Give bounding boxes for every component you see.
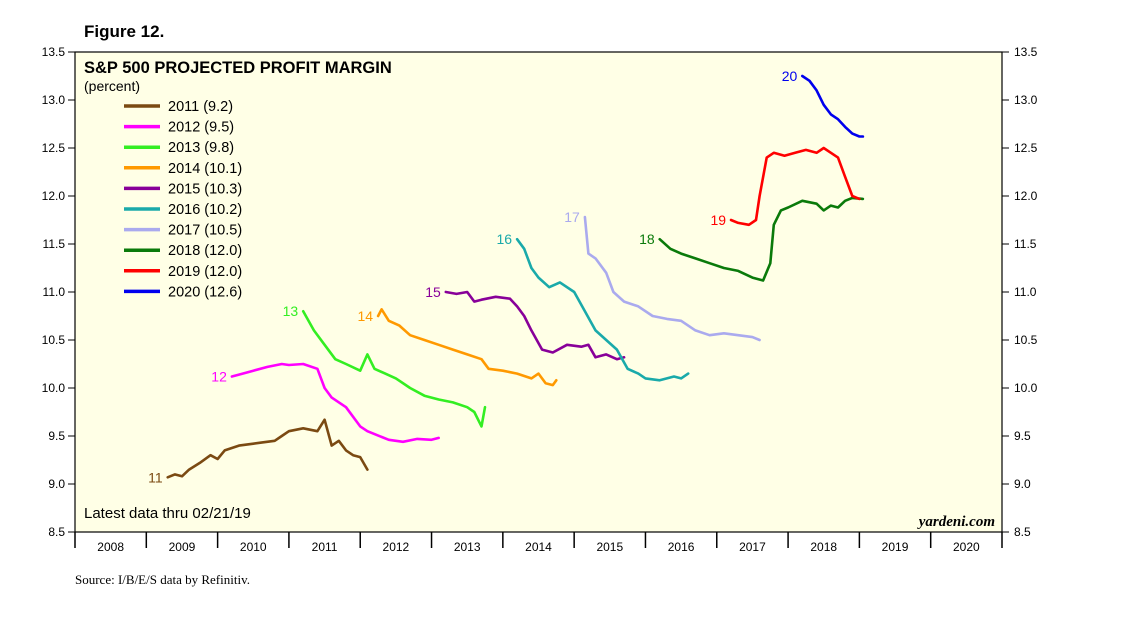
series-tag-13: 13	[283, 303, 299, 319]
chart-subtitle: (percent)	[84, 78, 140, 94]
legend-label: 2015 (10.3)	[168, 181, 242, 197]
y-tick-label-right: 13.5	[1014, 45, 1038, 59]
x-tick-label: 2016	[668, 540, 695, 554]
y-tick-label-right: 10.0	[1014, 381, 1038, 395]
series-tag-18: 18	[639, 231, 655, 247]
y-tick-label-left: 11.0	[43, 285, 66, 299]
series-tag-15: 15	[425, 284, 441, 300]
legend-label: 2012 (9.5)	[168, 120, 234, 136]
x-tick-label: 2011	[312, 540, 338, 554]
legend-label: 2018 (12.0)	[168, 243, 242, 259]
series-tag-19: 19	[710, 212, 726, 228]
legend-label: 2017 (10.5)	[168, 223, 242, 239]
legend-label: 2013 (9.8)	[168, 140, 234, 156]
x-tick-label: 2012	[383, 540, 410, 554]
y-tick-label-right: 9.5	[1014, 429, 1031, 443]
y-tick-label-left: 9.5	[48, 429, 65, 443]
y-tick-label-right: 13.0	[1014, 93, 1038, 107]
y-tick-label-right: 12.0	[1014, 189, 1038, 203]
latest-data-note: Latest data thru 02/21/19	[84, 505, 251, 522]
y-tick-label-left: 12.5	[42, 141, 66, 155]
series-line-14	[376, 308, 558, 387]
series-tag-20: 20	[782, 68, 798, 84]
x-tick-label: 2019	[882, 540, 909, 554]
y-tick-label-right: 8.5	[1014, 525, 1031, 539]
x-tick-label: 2017	[739, 540, 766, 554]
series-line-15	[444, 290, 626, 361]
series-tag-11: 11	[148, 469, 163, 485]
series-line-13	[301, 309, 487, 428]
x-tick-label: 2010	[240, 540, 267, 554]
y-tick-label-left: 10.0	[42, 381, 66, 395]
axes: 13.5 13.5 13.0 13.0 12.5 12.5 12.0 12.0 11.5 11.5…	[42, 45, 1038, 554]
series-line-12	[230, 362, 440, 444]
y-tick-label-left: 12.0	[42, 189, 66, 203]
series-tag-12: 12	[211, 368, 227, 384]
watermark: yardeni.com	[917, 514, 995, 530]
y-tick-label-right: 10.5	[1014, 333, 1038, 347]
y-tick-label-right: 12.5	[1014, 141, 1038, 155]
y-tick-label-right: 11.5	[1014, 237, 1037, 251]
figure-label: Figure 12.	[84, 22, 165, 41]
legend-label: 2020 (12.6)	[168, 284, 242, 300]
legend-label: 2019 (12.0)	[168, 264, 242, 280]
chart-title: S&P 500 PROJECTED PROFIT MARGIN	[84, 59, 392, 77]
x-tick-label: 2013	[454, 540, 481, 554]
y-tick-label-left: 13.0	[42, 93, 66, 107]
y-tick-label-left: 11.5	[43, 237, 66, 251]
series-lines: 11 12 13 14 15 16 17 18 19 20	[148, 68, 865, 485]
source-note: Source: I/B/E/S data by Refinitiv.	[75, 572, 250, 587]
series-line-18	[658, 196, 865, 282]
series-tag-17: 17	[564, 209, 580, 225]
series-tag-14: 14	[357, 308, 373, 324]
series-line-20	[801, 74, 865, 138]
series-line-17	[583, 215, 761, 342]
x-tick-label: 2009	[169, 540, 196, 554]
y-tick-label-left: 13.5	[42, 45, 66, 59]
y-tick-label-left: 10.5	[42, 333, 66, 347]
legend: 2011 (9.2) 2012 (9.5) 2013 (9.8) 2014 (10.1…	[124, 99, 242, 300]
series-line-16	[515, 237, 690, 382]
legend-label: 2016 (10.2)	[168, 202, 242, 218]
x-tick-label: 2014	[525, 540, 552, 554]
y-tick-label-left: 8.5	[48, 525, 65, 539]
y-tick-label-left: 9.0	[48, 477, 65, 491]
series-line-11	[166, 418, 369, 479]
x-tick-label: 2020	[953, 540, 980, 554]
series-tag-16: 16	[497, 231, 513, 247]
x-tick-label: 2008	[97, 540, 124, 554]
y-tick-label-right: 9.0	[1014, 477, 1031, 491]
x-tick-label: 2015	[596, 540, 623, 554]
series-line-19	[729, 146, 861, 227]
y-tick-label-right: 11.0	[1014, 285, 1037, 299]
legend-label: 2011 (9.2)	[168, 99, 233, 115]
x-tick-label: 2018	[810, 540, 837, 554]
legend-label: 2014 (10.1)	[168, 161, 242, 177]
